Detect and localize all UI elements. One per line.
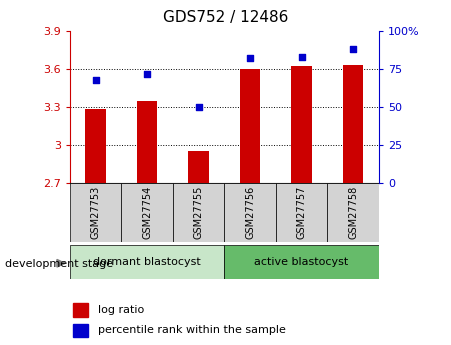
Text: active blastocyst: active blastocyst (254, 257, 349, 267)
Bar (276, 183, 327, 242)
Bar (189, 151, 209, 183)
Bar (73, 324, 88, 337)
Bar (173, 183, 225, 242)
Bar (291, 67, 312, 183)
Text: GSM27754: GSM27754 (142, 186, 152, 239)
Point (195, 104, 202, 110)
Point (350, 47, 357, 52)
Bar (343, 65, 364, 183)
Text: GSM27758: GSM27758 (348, 186, 358, 239)
Text: dormant blastocyst: dormant blastocyst (93, 257, 201, 267)
Bar (70, 245, 225, 279)
Point (143, 71, 151, 76)
Text: development stage: development stage (5, 259, 113, 269)
Point (247, 56, 254, 61)
Bar (85, 109, 106, 183)
Bar (70, 183, 121, 242)
Text: GSM27756: GSM27756 (245, 186, 255, 239)
Text: GSM27753: GSM27753 (91, 186, 101, 239)
Bar (121, 183, 173, 242)
Text: GSM27755: GSM27755 (193, 186, 204, 239)
Bar (137, 101, 157, 183)
Text: percentile rank within the sample: percentile rank within the sample (98, 325, 285, 335)
Point (298, 54, 305, 60)
Bar (225, 183, 276, 242)
Point (92, 77, 99, 82)
Text: log ratio: log ratio (98, 305, 144, 315)
Bar (225, 245, 379, 279)
Text: GDS752 / 12486: GDS752 / 12486 (163, 10, 288, 25)
Text: GSM27757: GSM27757 (297, 186, 307, 239)
Bar (327, 183, 379, 242)
Bar (240, 69, 260, 183)
Bar (73, 304, 88, 317)
